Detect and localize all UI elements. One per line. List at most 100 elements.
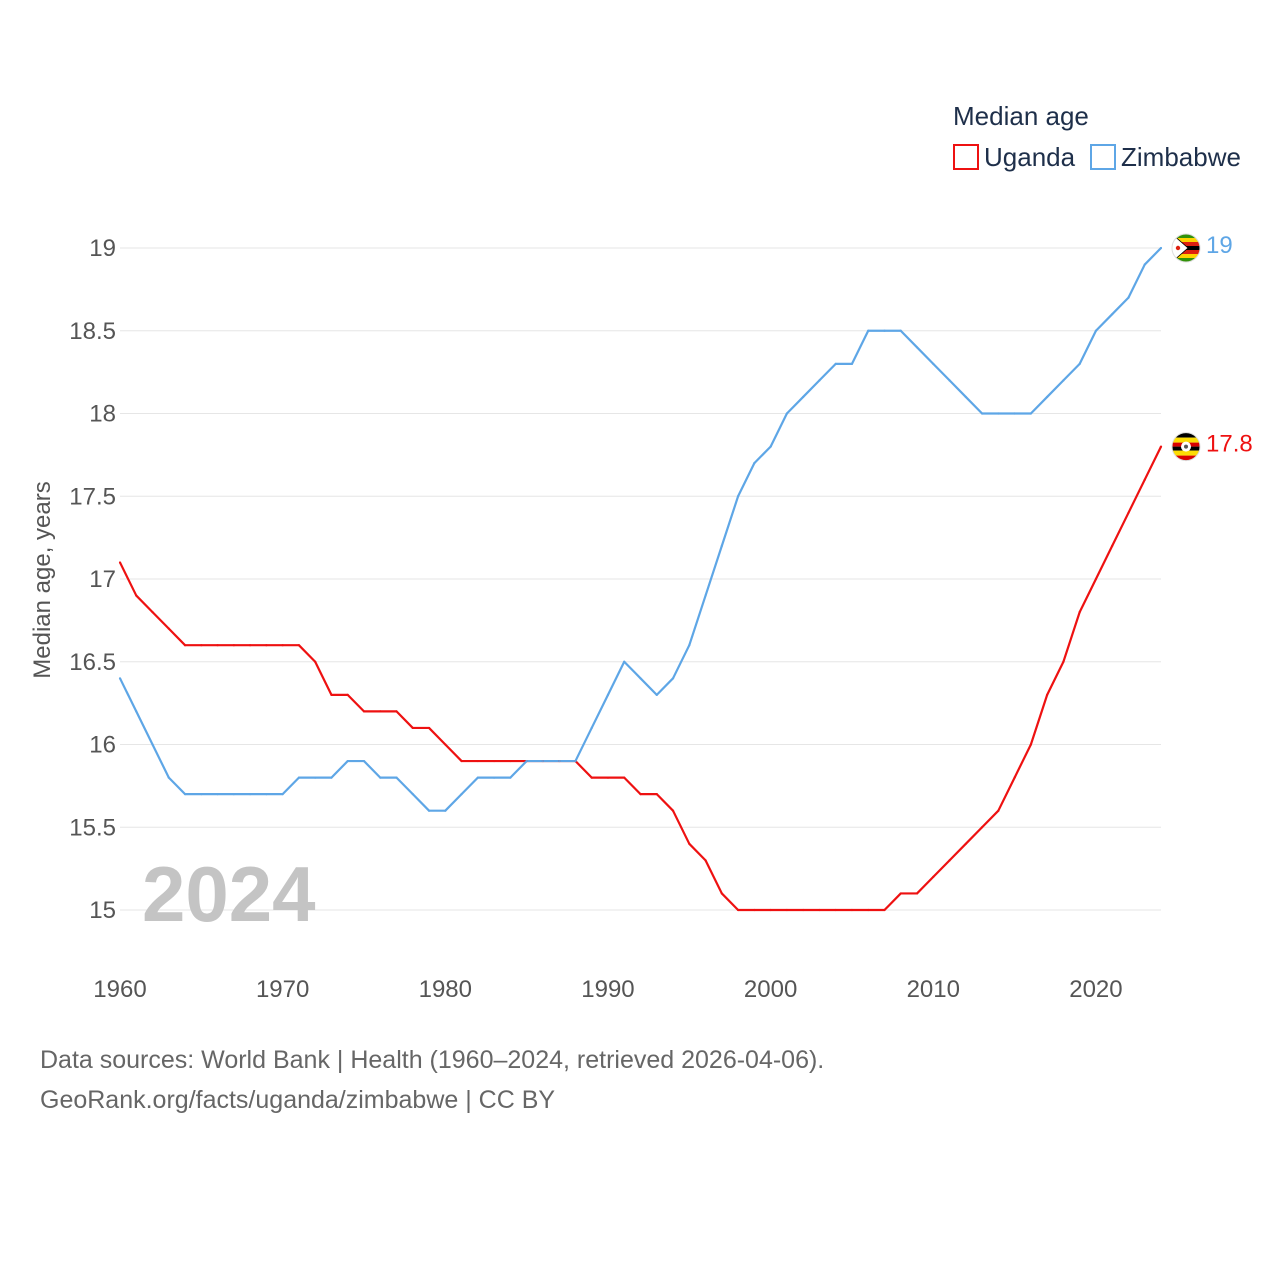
data-point-uganda bbox=[948, 859, 951, 862]
data-point-zimbabwe bbox=[964, 395, 967, 399]
data-point-zimbabwe bbox=[704, 594, 707, 597]
data-point-zimbabwe bbox=[785, 412, 788, 415]
data-point-uganda bbox=[476, 759, 479, 763]
data-point-zimbabwe bbox=[623, 660, 626, 663]
zimbabwe-flag-icon bbox=[1171, 233, 1201, 263]
data-point-uganda bbox=[1143, 478, 1146, 481]
data-point-uganda bbox=[769, 908, 772, 912]
data-point-uganda bbox=[167, 627, 170, 630]
data-point-zimbabwe bbox=[834, 362, 837, 365]
data-point-uganda bbox=[183, 644, 187, 647]
data-point-zimbabwe bbox=[1078, 362, 1081, 365]
data-point-uganda bbox=[590, 776, 593, 779]
data-point-uganda bbox=[932, 875, 935, 879]
data-point-zimbabwe bbox=[183, 793, 187, 796]
data-point-zimbabwe bbox=[493, 776, 496, 779]
zimbabwe-end-value: 19 bbox=[1206, 232, 1233, 259]
data-point-zimbabwe bbox=[899, 329, 902, 332]
data-point-zimbabwe bbox=[769, 445, 772, 448]
legend-item-zimbabwe[interactable]: Zimbabwe bbox=[1090, 142, 1241, 172]
data-point-uganda bbox=[997, 809, 1000, 812]
data-point-zimbabwe bbox=[818, 379, 821, 382]
data-point-zimbabwe bbox=[850, 362, 854, 365]
y-tick-label: 19 bbox=[89, 235, 116, 262]
data-point-uganda bbox=[362, 710, 366, 713]
data-point-uganda bbox=[623, 776, 626, 779]
data-point-uganda bbox=[753, 908, 756, 912]
data-point-zimbabwe bbox=[330, 776, 333, 779]
data-point-zimbabwe bbox=[200, 793, 203, 796]
data-point-zimbabwe bbox=[444, 809, 447, 812]
data-point-zimbabwe bbox=[736, 495, 740, 498]
data-point-uganda bbox=[216, 644, 219, 647]
data-point-zimbabwe bbox=[525, 759, 528, 763]
data-point-zimbabwe bbox=[460, 793, 463, 796]
legend-item-uganda[interactable]: Uganda bbox=[953, 142, 1076, 172]
data-point-uganda bbox=[671, 809, 675, 812]
data-point-uganda bbox=[265, 644, 268, 647]
data-point-uganda bbox=[980, 826, 984, 829]
data-point-zimbabwe bbox=[802, 395, 805, 399]
data-point-zimbabwe bbox=[281, 793, 284, 796]
data-point-zimbabwe bbox=[1127, 296, 1130, 299]
data-point-uganda bbox=[232, 644, 235, 647]
grid-lines bbox=[120, 247, 1161, 911]
y-tick-label: 16 bbox=[89, 732, 116, 759]
data-point-zimbabwe bbox=[1143, 263, 1146, 266]
x-tick-label: 1960 bbox=[93, 976, 146, 1003]
data-point-zimbabwe bbox=[297, 776, 301, 779]
data-point-uganda bbox=[1159, 445, 1163, 448]
data-point-uganda bbox=[200, 644, 203, 647]
data-point-uganda bbox=[330, 693, 333, 696]
legend-label-uganda: Uganda bbox=[984, 142, 1076, 172]
data-point-uganda bbox=[1094, 577, 1098, 581]
data-point-zimbabwe bbox=[232, 793, 235, 796]
data-point-zimbabwe bbox=[1013, 412, 1016, 415]
data-point-uganda bbox=[118, 561, 122, 564]
data-point-zimbabwe bbox=[1094, 329, 1098, 332]
data-point-uganda bbox=[883, 908, 886, 912]
data-point-zimbabwe bbox=[915, 346, 919, 349]
data-point-zimbabwe bbox=[883, 329, 886, 332]
data-point-uganda bbox=[1078, 611, 1081, 614]
series-line-zimbabwe[interactable] bbox=[119, 247, 1162, 812]
data-point-uganda bbox=[899, 892, 902, 895]
data-point-zimbabwe bbox=[590, 726, 593, 730]
data-point-uganda bbox=[395, 710, 398, 713]
data-point-uganda bbox=[655, 793, 658, 796]
legend-title: Median age bbox=[953, 101, 1089, 131]
uganda-end-value: 17.8 bbox=[1206, 431, 1253, 458]
data-point-zimbabwe bbox=[216, 793, 219, 796]
data-point-zimbabwe bbox=[395, 776, 398, 779]
data-point-uganda bbox=[834, 908, 837, 912]
data-point-zimbabwe bbox=[1029, 412, 1032, 415]
data-point-zimbabwe bbox=[167, 776, 170, 779]
year-watermark: 2024 bbox=[142, 850, 316, 938]
data-point-uganda bbox=[606, 776, 610, 779]
x-tick-label: 1990 bbox=[581, 976, 634, 1003]
y-tick-label: 17.5 bbox=[69, 483, 116, 510]
x-tick-label: 1980 bbox=[419, 976, 472, 1003]
data-point-uganda bbox=[785, 908, 788, 912]
legend-swatch-uganda bbox=[953, 144, 979, 170]
x-tick-label: 1970 bbox=[256, 976, 309, 1003]
data-point-zimbabwe bbox=[151, 743, 154, 746]
data-point-uganda bbox=[1013, 776, 1016, 779]
data-point-uganda bbox=[346, 693, 349, 696]
y-tick-label: 18.5 bbox=[69, 318, 116, 345]
y-axis-ticks: 15 15.5 16 16.5 17 17.5 18 18.5 19 bbox=[69, 235, 116, 924]
y-axis-label: Median age, years bbox=[29, 481, 56, 678]
legend-swatch-zimbabwe bbox=[1090, 144, 1116, 170]
y-tick-label: 16.5 bbox=[69, 649, 116, 676]
uganda-end-marker: 17.8 bbox=[1171, 431, 1253, 462]
data-point-zimbabwe bbox=[265, 793, 268, 796]
data-point-zimbabwe bbox=[1062, 379, 1065, 382]
zimbabwe-end-marker: 19 bbox=[1171, 232, 1233, 263]
data-point-uganda bbox=[915, 892, 919, 895]
data-point-uganda bbox=[802, 908, 805, 912]
data-point-zimbabwe bbox=[655, 693, 658, 696]
footer-attribution: GeoRank.org/facts/uganda/zimbabwe | CC B… bbox=[40, 1086, 556, 1114]
data-point-uganda bbox=[444, 743, 447, 746]
data-point-zimbabwe bbox=[980, 412, 984, 415]
